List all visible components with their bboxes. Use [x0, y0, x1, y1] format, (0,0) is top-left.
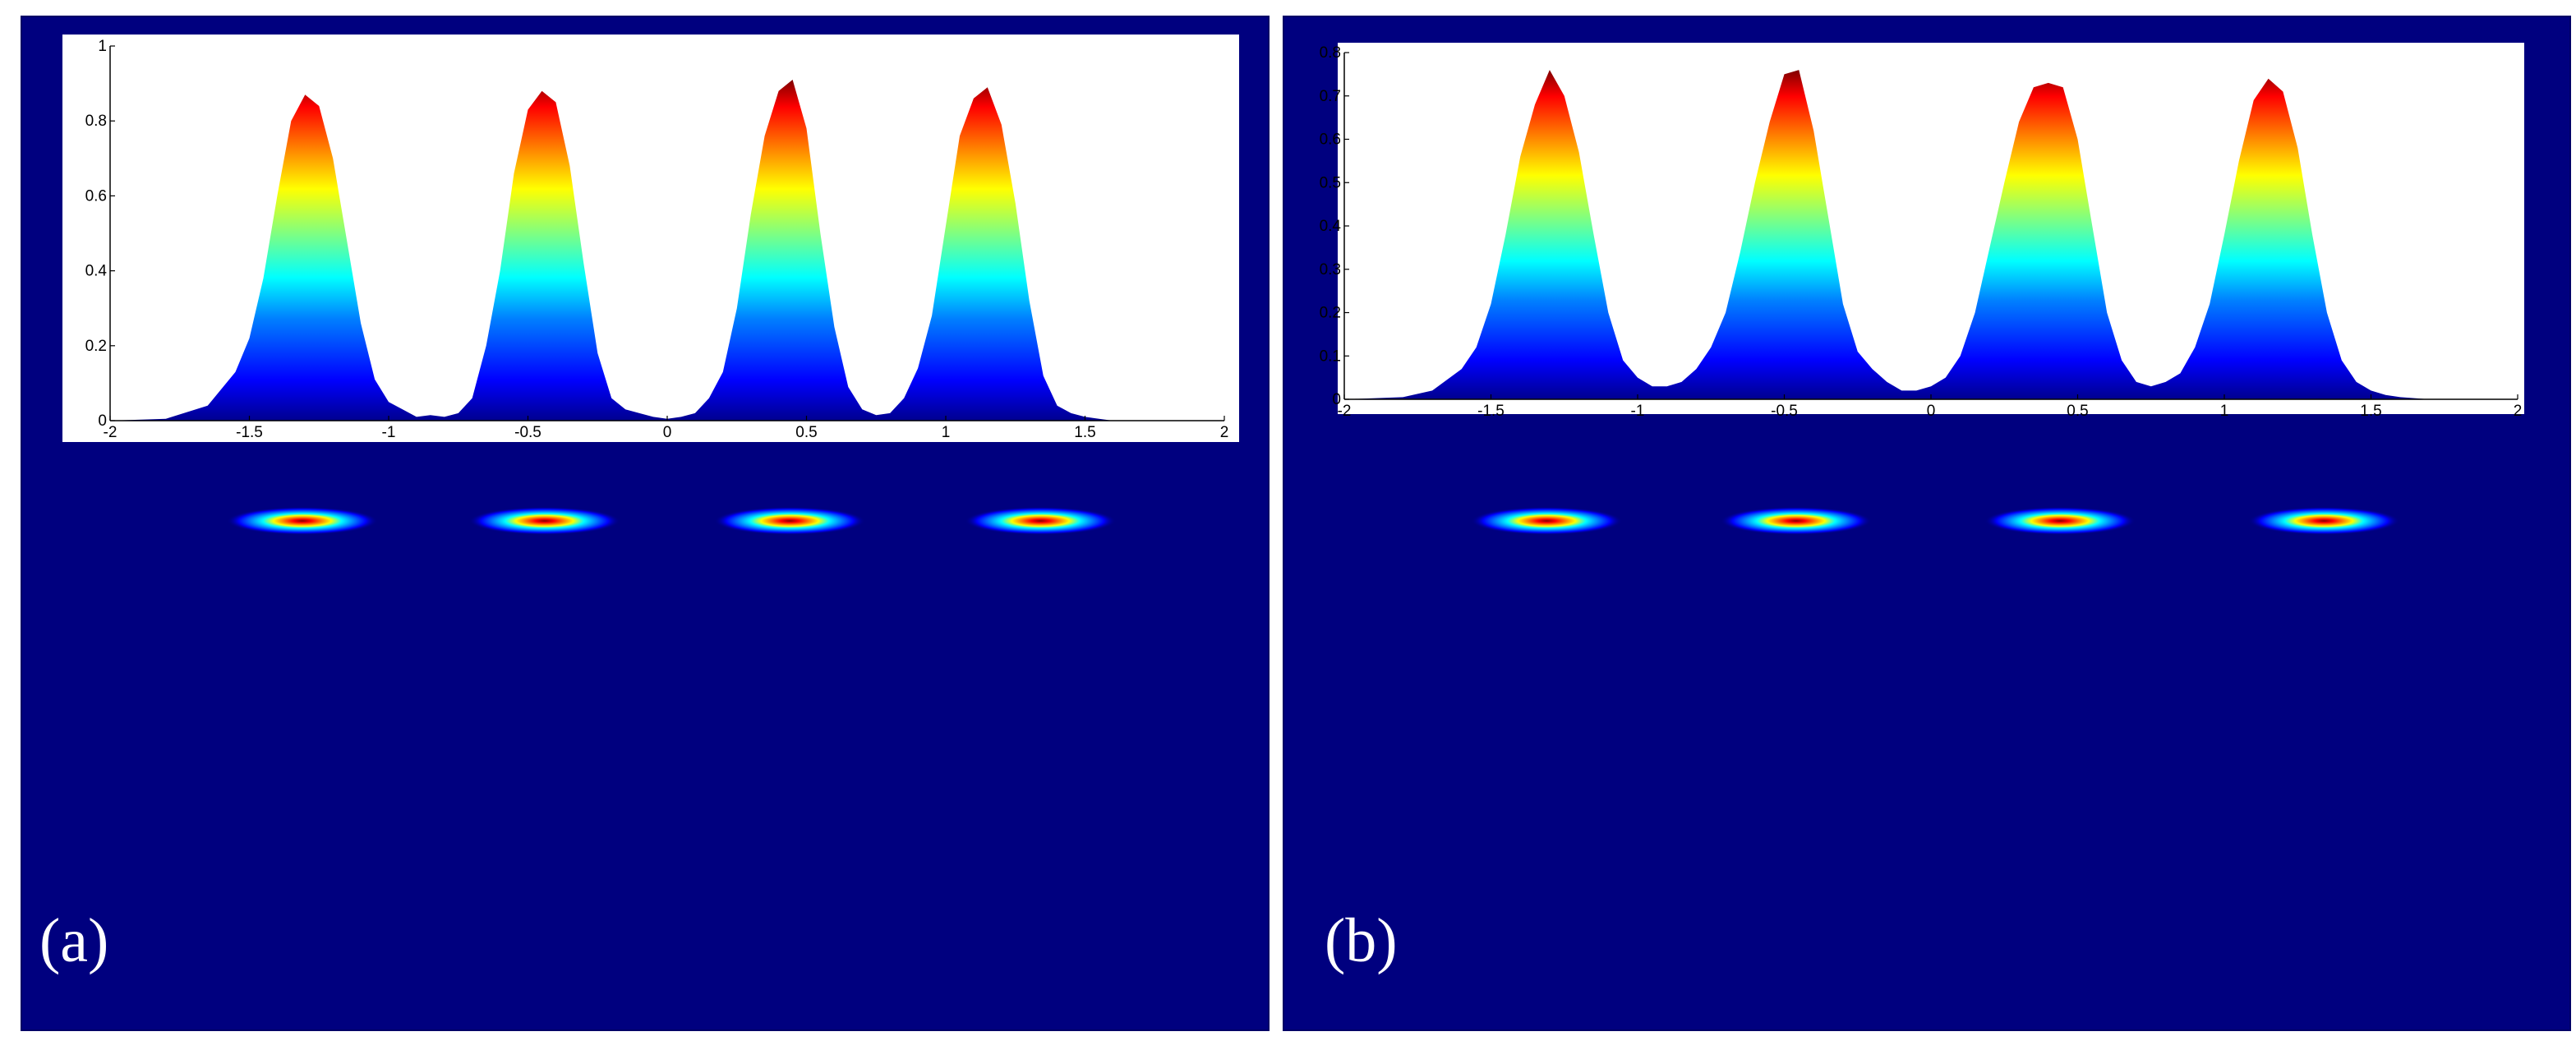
panel-b-y-tick-label: 0.2 — [1320, 305, 1341, 322]
panel-a-y-tick-label: 0.8 — [85, 113, 107, 130]
panel-a-spot — [226, 507, 378, 535]
panel-b-spot — [1720, 507, 1872, 535]
panel-b-profile-area — [1344, 70, 2518, 399]
panel-b-spots — [1471, 507, 2400, 535]
panel-b-x-tick-label: 0.5 — [2067, 403, 2088, 420]
panel-b-y-tick-label: 0.3 — [1320, 261, 1341, 279]
panel-a-spot — [468, 507, 620, 535]
panel-a-x-tick-label: 1 — [942, 424, 951, 441]
panel-a-spot — [965, 507, 1117, 535]
panel-a-x-tick-label: 1.5 — [1074, 424, 1095, 441]
panel-b-x-tick-label: 0 — [1927, 403, 1936, 420]
panel-a-y-tick-label: 0.4 — [85, 263, 108, 280]
panel-b-spot — [2248, 507, 2400, 535]
panel-a-x-tick-label: 0 — [663, 424, 672, 441]
panel-b-x-tick-label: 1.5 — [2360, 403, 2381, 420]
panel-b-y-tick-label: 0.7 — [1320, 88, 1341, 105]
panel-a-x-tick-label: -1 — [382, 424, 396, 441]
panel-b-y-tick-label: 0 — [1332, 391, 1341, 408]
panel-a-spots — [226, 507, 1117, 535]
panel-b-x-tick-label: 1 — [2220, 403, 2229, 420]
panel-a-y-tick-label: 1 — [98, 38, 107, 55]
panel-a: -2 -1.5 -1 -0.5 0 0.5 1 1.5 2 0 0.2 0.4 0.6 0.8 1 (a) — [21, 16, 1270, 1031]
panel-b-x-tick-label: -0.5 — [1771, 403, 1798, 420]
panel-a-spot — [714, 507, 866, 535]
panel-a-x-tick-label: 2 — [1220, 424, 1229, 441]
panel-a-x-tick-label: -0.5 — [514, 424, 541, 441]
panel-b-spot — [1984, 507, 2136, 535]
panel-a-y-tick-label: 0.6 — [85, 187, 107, 205]
panel-b: -2 -1.5 -1 -0.5 0 0.5 1 1.5 2 0 0.1 0.2 0.3 0.4 0.5 0.6… — [1283, 16, 2571, 1031]
panel-b-y-tick-label: 0.1 — [1320, 348, 1341, 365]
panel-b-inset-chart: -2 -1.5 -1 -0.5 0 0.5 1 1.5 2 0 0.1 0.2 0.3 0.4 0.5 0.6… — [1320, 44, 2523, 420]
panel-b-y-tick-label: 0.4 — [1320, 218, 1342, 235]
panel-b-x-tick-label: -1.5 — [1477, 403, 1505, 420]
panel-a-profile-area — [110, 80, 1224, 421]
panel-a-y-tick-label: 0.2 — [85, 338, 107, 355]
panel-b-spot — [1471, 507, 1623, 535]
panel-a-inset-chart: -2 -1.5 -1 -0.5 0 0.5 1 1.5 2 0 0.2 0.4 0.6 0.8 1 — [85, 38, 1229, 441]
panel-b-y-tick-label: 0.8 — [1320, 44, 1341, 62]
panel-b-label: (b) — [1325, 906, 1398, 975]
panel-a-x-tick-label: 0.5 — [795, 424, 817, 441]
panel-b-y-tick-label: 0.6 — [1320, 131, 1341, 149]
panel-a-y-tick-label: 0 — [98, 412, 107, 430]
panel-b-y-tick-label: 0.5 — [1320, 174, 1341, 191]
panel-a-x-tick-label: -1.5 — [236, 424, 263, 441]
panel-a-x-tick-label: -2 — [104, 424, 118, 441]
panel-b-x-tick-label: -2 — [1338, 403, 1352, 420]
panel-b-x-tick-label: -1 — [1631, 403, 1645, 420]
panel-b-x-tick-label: 2 — [2514, 403, 2523, 420]
panel-a-label: (a) — [39, 906, 108, 975]
